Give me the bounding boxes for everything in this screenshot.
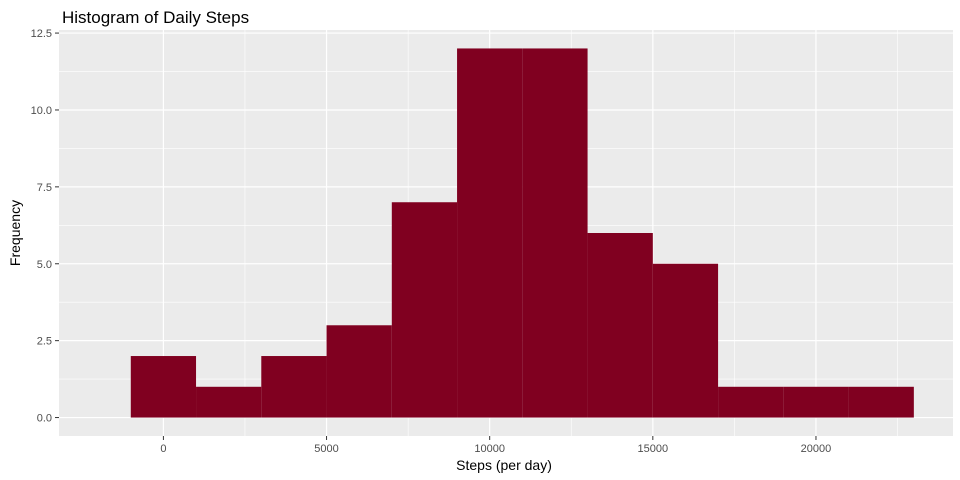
histogram-bar [391, 202, 458, 418]
x-tick-label: 20000 [801, 443, 832, 455]
histogram-bar [196, 386, 262, 418]
histogram-bar [261, 356, 327, 418]
y-axis: 0.0 2.5 5.0 7.5 10.0 12.5 [31, 28, 59, 425]
y-tick-label: 5.0 [37, 259, 52, 271]
histogram-bar [587, 233, 653, 418]
histogram-bar [130, 356, 197, 418]
histogram-bar [652, 263, 719, 418]
x-axis: 0 5000 10000 15000 20000 [160, 436, 831, 455]
histogram-bar [718, 386, 784, 418]
x-tick-label: 10000 [474, 443, 505, 455]
histogram-bars [130, 48, 914, 418]
histogram-bar [848, 386, 914, 418]
histogram-bar [783, 386, 849, 418]
chart-title: Histogram of Daily Steps [62, 8, 249, 27]
histogram-bar [522, 48, 588, 418]
y-axis-title: Frequency [7, 200, 23, 266]
x-tick-label: 15000 [638, 443, 669, 455]
histogram-bar [326, 325, 392, 418]
y-tick-label: 12.5 [31, 28, 52, 40]
y-tick-label: 2.5 [37, 336, 52, 348]
histogram-bar [457, 48, 523, 418]
y-tick-label: 10.0 [31, 105, 52, 117]
x-tick-label: 0 [160, 443, 166, 455]
x-axis-title: Steps (per day) [456, 457, 552, 473]
y-tick-label: 7.5 [37, 182, 52, 194]
y-tick-label: 0.0 [37, 413, 52, 425]
x-tick-label: 5000 [314, 443, 338, 455]
